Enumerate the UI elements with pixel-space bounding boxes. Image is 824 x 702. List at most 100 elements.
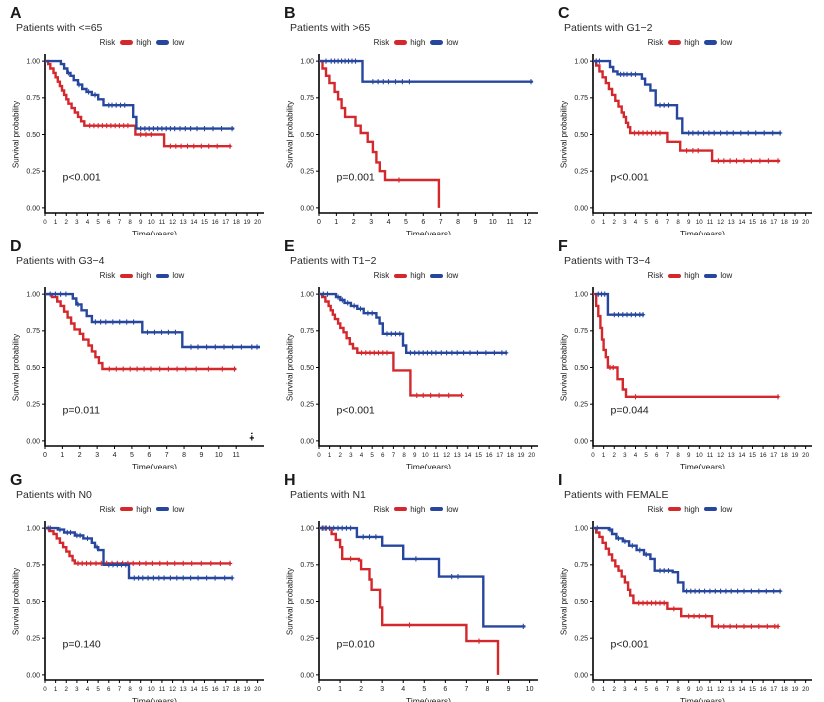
censor-mark-low	[249, 344, 254, 350]
censor-mark-high	[227, 560, 233, 566]
x-tick-label: 10	[148, 686, 155, 693]
survival-curve-high	[319, 59, 441, 208]
censor-mark-low	[92, 92, 98, 98]
y-tick-label: 1.00	[300, 292, 314, 299]
censor-mark-high	[741, 158, 747, 164]
y-tick-label: 1.00	[300, 525, 314, 532]
x-tick-label: 1	[328, 452, 332, 459]
legend-label: high	[136, 504, 152, 514]
censor-mark-low	[764, 588, 769, 594]
censor-mark-low	[690, 130, 696, 136]
censor-mark-low	[365, 310, 371, 317]
x-tick-label: 0	[591, 452, 595, 459]
censor-mark-low	[444, 350, 449, 356]
x-tick-label: 9	[507, 686, 511, 693]
x-tick-label: 15	[749, 452, 756, 459]
censor-mark-high	[93, 560, 99, 566]
x-tick-label: 12	[443, 452, 450, 459]
x-tick-label: 10	[526, 686, 534, 693]
x-tick-label: 17	[770, 686, 777, 693]
x-tick-label: 8	[486, 686, 490, 693]
x-tick-label: 8	[182, 452, 186, 459]
censor-mark-low	[397, 331, 402, 337]
x-tick-label: 15	[201, 686, 208, 693]
legend-label: low	[720, 504, 733, 514]
x-tick-label: 16	[760, 686, 767, 693]
censor-mark-low	[384, 331, 390, 337]
censor-mark-low	[118, 102, 123, 108]
legend-label: high	[684, 504, 700, 514]
legend-item-high: high	[120, 271, 151, 280]
censor-mark-low	[138, 126, 143, 132]
legend-item-low: low	[704, 271, 732, 280]
censor-mark-high	[87, 123, 92, 129]
censor-mark-low	[131, 319, 136, 325]
legend-label: high	[410, 504, 426, 514]
censor-mark-low	[152, 330, 157, 336]
x-tick-label: 18	[233, 686, 240, 693]
censor-mark-high	[703, 613, 708, 619]
x-tick-label: 4	[401, 686, 405, 693]
y-tick-label: 0.75	[574, 329, 588, 336]
km-panel-G: G Patients with N0 Risk high low 0.00 0.25 0.50…	[2, 469, 276, 702]
censor-mark-low	[624, 71, 630, 77]
survival-curve-high	[593, 293, 779, 399]
x-tick-label: 6	[147, 452, 151, 459]
censor-mark-high	[734, 158, 739, 164]
censor-mark-low	[637, 547, 642, 553]
censor-mark-high	[178, 143, 184, 149]
censor-mark-low	[629, 71, 634, 77]
x-tick-label: 10	[696, 452, 703, 459]
censor-mark-low	[707, 588, 713, 594]
x-axis-label: Time(years)	[132, 696, 177, 702]
y-tick-label: 0.00	[26, 439, 40, 446]
x-tick-label: 9	[687, 219, 691, 226]
x-tick-label: 11	[507, 219, 514, 226]
censor-mark-low	[408, 350, 413, 356]
censor-mark-low	[340, 525, 345, 531]
x-tick-label: 2	[359, 686, 363, 693]
y-tick-label: 0.50	[574, 365, 588, 372]
legend-item-low: low	[156, 38, 184, 47]
censor-mark-high	[143, 560, 149, 566]
censor-mark-low	[724, 130, 730, 136]
x-tick-label: 4	[113, 452, 117, 459]
censor-mark-high	[206, 143, 211, 149]
risk-legend: Risk high low	[10, 36, 274, 49]
y-tick-label: 0.75	[26, 329, 40, 336]
panel-letter: I	[558, 471, 563, 489]
km-plot-A: 0.000.250.500.751.000 1 2 3 4 5 6 7 8 9 10 11 12 13 14…	[12, 54, 264, 235]
censor-mark-high	[653, 130, 658, 136]
x-axis-label: Time(years)	[406, 229, 451, 235]
censor-mark-high	[611, 365, 616, 371]
censor-mark-high	[206, 366, 211, 372]
censor-mark-low	[76, 82, 82, 88]
censor-mark-high	[173, 143, 178, 149]
censor-mark-high	[716, 158, 721, 164]
censor-mark-high	[428, 393, 433, 399]
censor-mark-low	[389, 331, 394, 337]
censor-mark-low	[483, 350, 489, 356]
legend-item-high: high	[394, 38, 425, 47]
censor-mark-high	[168, 143, 173, 149]
x-tick-label: 20	[802, 452, 809, 459]
censor-mark-low	[595, 525, 600, 531]
y-axis-label: Survival probability	[560, 568, 569, 635]
risk-legend: Risk high low	[284, 503, 548, 516]
censor-mark-low	[161, 575, 167, 581]
legend-label: low	[446, 38, 459, 47]
x-tick-label: 19	[518, 452, 525, 459]
censor-mark-low	[375, 79, 381, 85]
legend-swatch-low	[704, 40, 718, 45]
censor-mark-low	[106, 561, 111, 568]
survival-curve-low	[45, 526, 234, 579]
censor-mark-low	[340, 297, 345, 303]
censor-mark-low	[229, 126, 235, 132]
censor-mark-high	[108, 123, 114, 129]
x-tick-label: 14	[190, 219, 197, 226]
x-tick-label: 1	[602, 686, 606, 693]
x-tick-label: 17	[770, 219, 777, 226]
legend-label: low	[720, 38, 733, 47]
km-plot-E: 0.000.250.500.751.000 1 2 3 4 5 6 7 8 9 10 11 12 13 14…	[286, 287, 538, 469]
x-tick-label: 13	[728, 686, 735, 693]
